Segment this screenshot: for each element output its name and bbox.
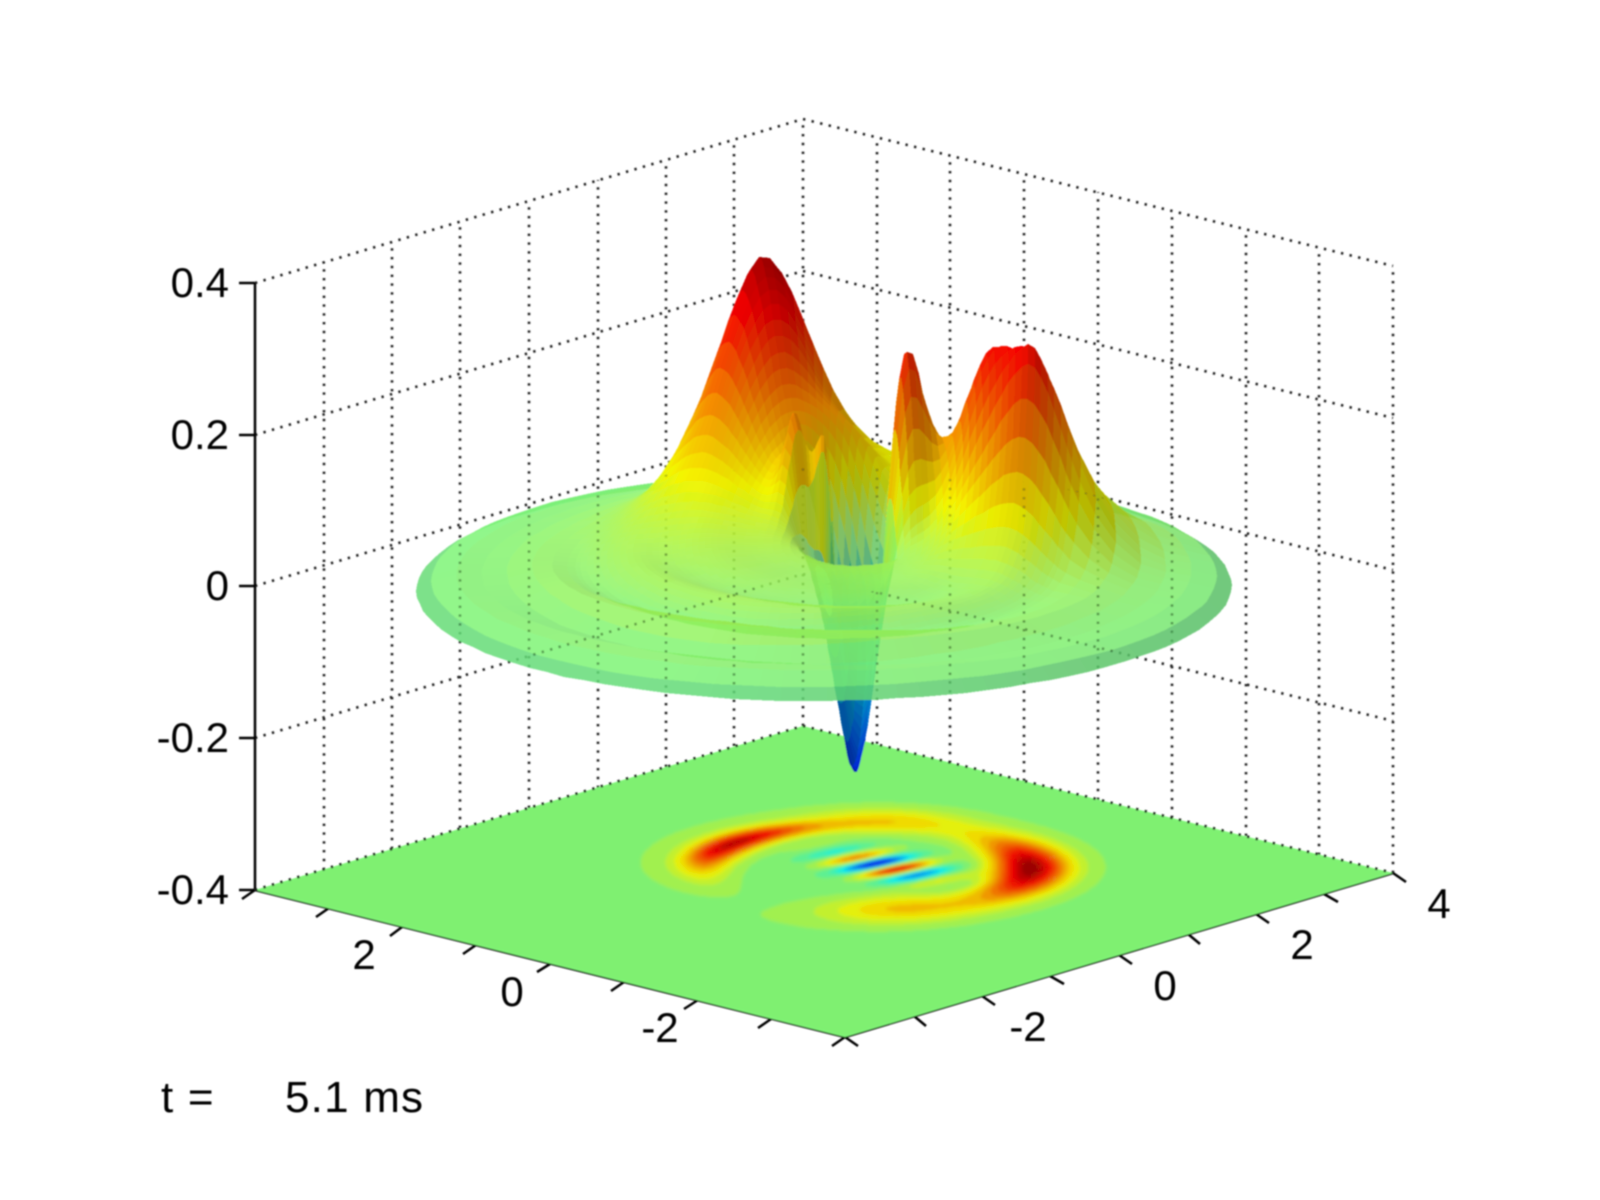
- svg-text:0: 0: [500, 968, 523, 1015]
- svg-text:0.4: 0.4: [171, 259, 229, 306]
- svg-text:2: 2: [1290, 921, 1313, 968]
- svg-text:0.2: 0.2: [171, 411, 229, 458]
- svg-text:-0.4: -0.4: [157, 866, 229, 913]
- svg-text:-2: -2: [641, 1004, 678, 1051]
- svg-text:0: 0: [1153, 962, 1176, 1009]
- svg-text:5.1 ms: 5.1 ms: [285, 1073, 424, 1122]
- svg-text:0: 0: [206, 562, 229, 609]
- svg-text:-2: -2: [1009, 1003, 1046, 1050]
- svg-text:-0.2: -0.2: [157, 714, 229, 761]
- svg-text:4: 4: [1427, 880, 1450, 927]
- svg-text:2: 2: [352, 931, 375, 978]
- svg-text:t =: t =: [161, 1073, 215, 1122]
